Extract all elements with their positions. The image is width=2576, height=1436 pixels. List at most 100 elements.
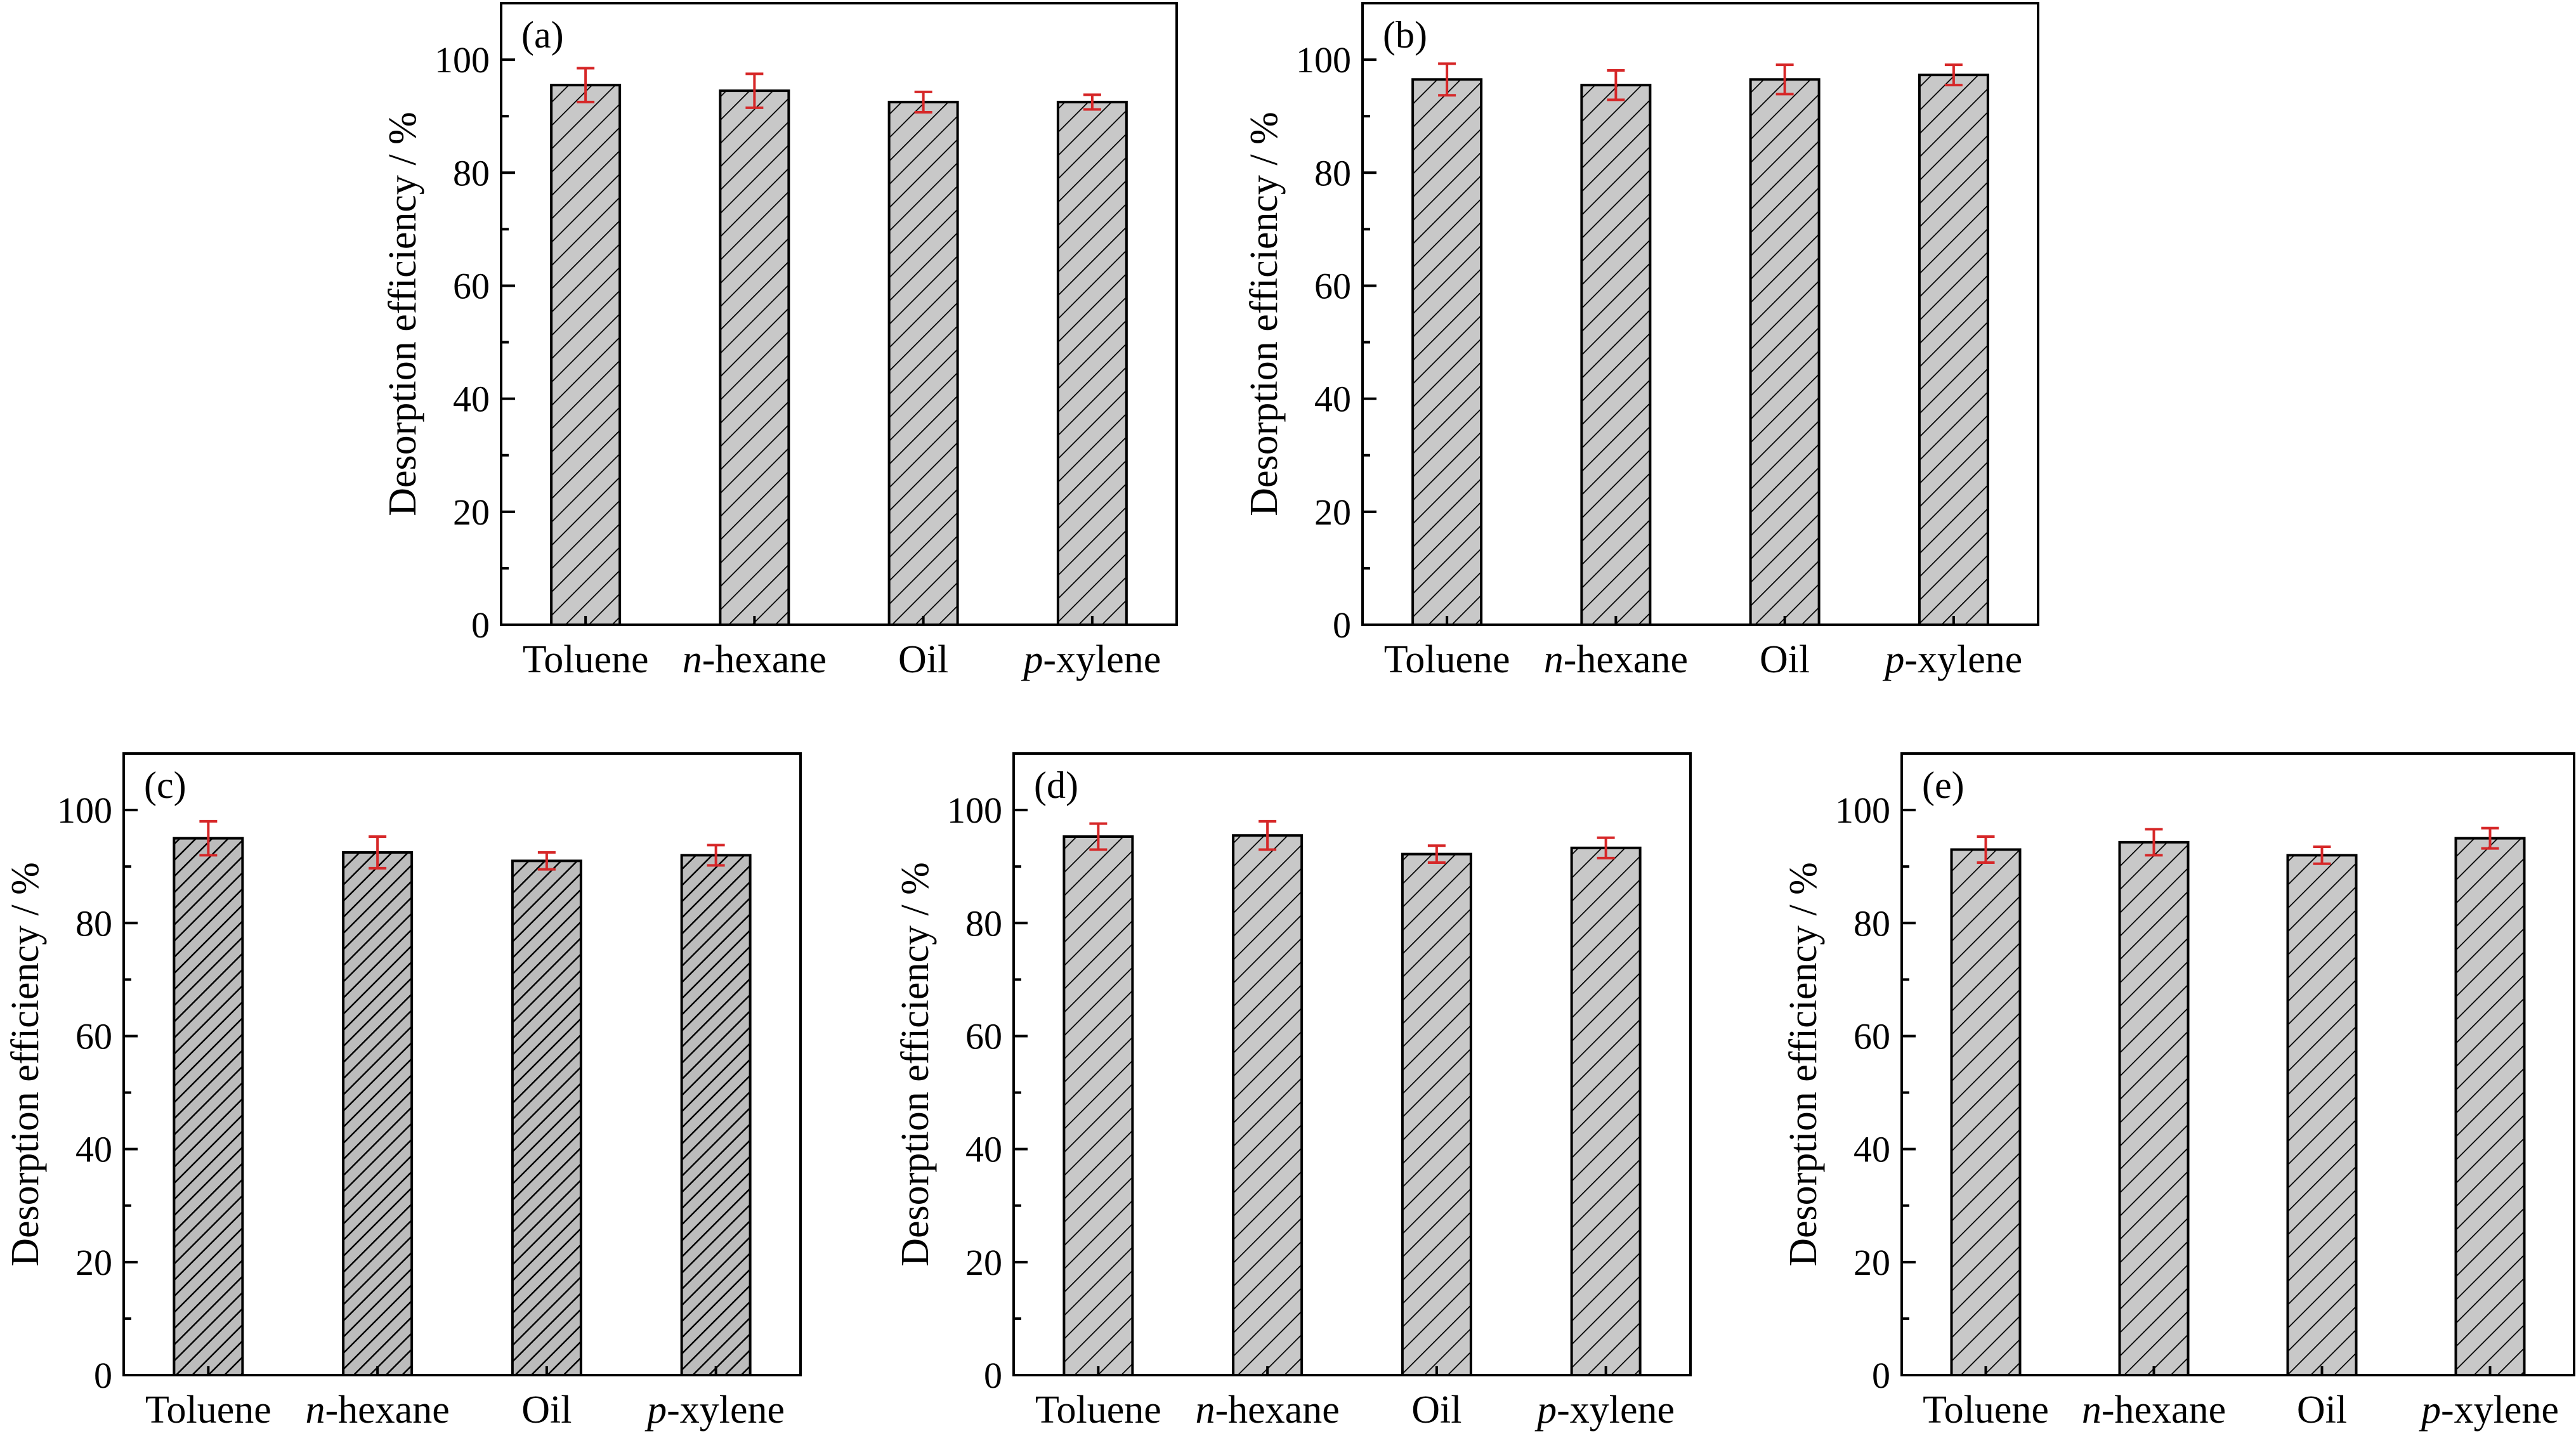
y-tick-label: 20 <box>1314 492 1351 533</box>
bar <box>887 100 959 626</box>
y-tick-label: 40 <box>75 1129 112 1170</box>
error-bar <box>745 72 764 109</box>
y-tick-label: 40 <box>965 1129 1002 1170</box>
y-tick-label: 0 <box>94 1355 112 1396</box>
bar <box>2286 854 2358 1376</box>
x-category-label: p-xylene <box>644 1388 785 1432</box>
y-axis-label: Desorption efficiency / % <box>4 862 47 1267</box>
error-bar <box>369 835 387 870</box>
error-bar <box>2313 845 2331 865</box>
y-tick-label: 0 <box>1872 1355 1890 1396</box>
x-category-label: Oil <box>1411 1388 1461 1432</box>
error-bar <box>1607 69 1625 101</box>
x-category-label: n-hexane <box>306 1388 450 1432</box>
x-category-label: Toluene <box>1923 1388 2049 1432</box>
panel-label: (c) <box>144 764 186 806</box>
y-tick-label: 0 <box>984 1355 1002 1396</box>
y-tick-label: 100 <box>1296 39 1351 81</box>
error-bar <box>1089 822 1108 851</box>
y-tick-label: 100 <box>1835 790 1890 831</box>
bar <box>680 854 752 1376</box>
bar <box>1580 84 1652 626</box>
x-category-label: Oil <box>2297 1388 2347 1432</box>
bar <box>719 89 790 627</box>
y-tick-label: 60 <box>1314 265 1351 306</box>
bar <box>1918 74 1989 627</box>
y-tick-label: 0 <box>471 604 490 646</box>
y-tick-label: 60 <box>453 265 490 306</box>
y-tick-label: 20 <box>965 1242 1002 1283</box>
bar <box>2454 837 2526 1376</box>
x-category-label: p-xylene <box>2419 1388 2559 1432</box>
y-tick-label: 80 <box>1314 152 1351 193</box>
y-tick-label: 80 <box>453 152 490 193</box>
error-bar <box>707 844 725 867</box>
error-bar <box>199 819 218 857</box>
y-tick-label: 100 <box>57 790 112 831</box>
bar <box>550 84 622 626</box>
bar <box>1062 835 1134 1376</box>
panel-label: (b) <box>1383 14 1427 56</box>
y-axis-label: Desorption efficiency / % <box>1782 862 1825 1267</box>
x-category-label: n-hexane <box>683 638 827 681</box>
chart-panel-a: 0 20 40 60 80 100 Desorption efficiency / % Tol… <box>381 2 1178 681</box>
y-tick-label: 20 <box>1854 1242 1890 1283</box>
error-bar <box>1259 819 1277 851</box>
error-bar <box>1427 844 1446 864</box>
bar <box>1950 848 2022 1377</box>
x-category-label: n-hexane <box>1544 638 1688 681</box>
bar <box>511 859 582 1376</box>
error-bar <box>577 67 595 103</box>
x-category-label: Toluene <box>523 638 649 681</box>
plot-frame <box>500 2 1178 626</box>
error-bar <box>537 851 556 871</box>
y-axis-label: Desorption efficiency / % <box>894 862 937 1267</box>
y-tick-label: 20 <box>75 1242 112 1283</box>
x-category-label: Toluene <box>1384 638 1510 681</box>
y-tick-label: 0 <box>1333 604 1351 646</box>
panel-label: (d) <box>1034 764 1078 806</box>
y-tick-label: 40 <box>453 379 490 420</box>
y-tick-label: 60 <box>965 1015 1002 1057</box>
error-bar <box>1083 93 1101 111</box>
plot-frame <box>1900 752 2575 1376</box>
y-tick-label: 80 <box>75 903 112 944</box>
bar <box>1411 78 1483 627</box>
y-tick-label: 80 <box>1854 903 1890 944</box>
y-axis-label: Desorption efficiency / % <box>1243 112 1286 516</box>
bar <box>1232 834 1304 1376</box>
y-tick-label: 40 <box>1314 379 1351 420</box>
x-category-label: Oil <box>1760 638 1810 681</box>
y-tick-label: 100 <box>947 790 1002 831</box>
y-tick-label: 40 <box>1854 1129 1890 1170</box>
x-category-label: p-xylene <box>1534 1388 1675 1432</box>
x-category-label: Oil <box>521 1388 572 1432</box>
error-bar <box>1438 62 1456 97</box>
bar <box>1056 100 1128 626</box>
x-category-label: n-hexane <box>1196 1388 1340 1432</box>
y-tick-label: 20 <box>453 492 490 533</box>
bar <box>1570 846 1642 1377</box>
x-category-label: n-hexane <box>2082 1388 2226 1432</box>
error-bar <box>1977 835 1995 864</box>
error-bar <box>2481 826 2499 850</box>
plot-frame <box>122 752 802 1376</box>
y-axis-label: Desorption efficiency / % <box>381 112 424 516</box>
x-category-label: Toluene <box>1035 1388 1161 1432</box>
y-tick-label: 60 <box>1854 1015 1890 1057</box>
x-category-label: Oil <box>898 638 948 681</box>
error-bar <box>1775 63 1794 96</box>
error-bar <box>914 90 932 114</box>
x-category-label: p-xylene <box>1882 638 2022 681</box>
panel-label: (a) <box>521 14 564 56</box>
y-tick-label: 80 <box>965 903 1002 944</box>
x-category-label: p-xylene <box>1021 638 1161 681</box>
y-tick-label: 60 <box>75 1015 112 1057</box>
error-bar <box>1597 836 1615 859</box>
